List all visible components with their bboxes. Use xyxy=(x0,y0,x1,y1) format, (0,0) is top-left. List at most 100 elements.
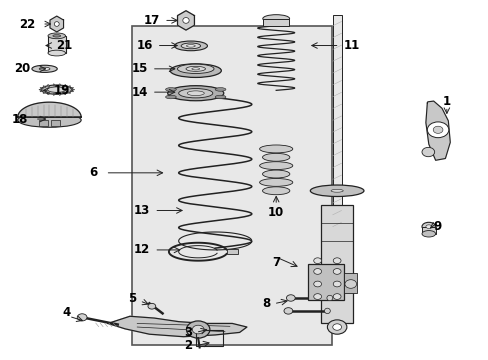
Circle shape xyxy=(332,294,340,300)
Circle shape xyxy=(344,280,356,288)
Text: 11: 11 xyxy=(343,39,359,52)
Polygon shape xyxy=(108,316,246,337)
Text: 15: 15 xyxy=(131,62,147,75)
Text: 19: 19 xyxy=(53,84,70,97)
Circle shape xyxy=(427,122,448,138)
Ellipse shape xyxy=(186,45,195,47)
Ellipse shape xyxy=(53,93,55,95)
Circle shape xyxy=(77,314,87,321)
Ellipse shape xyxy=(215,95,225,99)
Ellipse shape xyxy=(54,22,59,26)
Ellipse shape xyxy=(53,84,55,86)
Text: 22: 22 xyxy=(20,18,36,31)
Circle shape xyxy=(327,320,346,334)
Ellipse shape xyxy=(165,87,176,91)
Ellipse shape xyxy=(183,18,189,23)
Text: 16: 16 xyxy=(136,39,152,52)
Circle shape xyxy=(421,147,434,157)
Ellipse shape xyxy=(324,308,330,314)
Circle shape xyxy=(313,281,321,287)
Ellipse shape xyxy=(421,222,435,231)
Bar xyxy=(307,264,344,300)
Ellipse shape xyxy=(259,145,292,153)
Circle shape xyxy=(313,294,321,300)
Bar xyxy=(51,120,60,126)
Circle shape xyxy=(192,325,203,334)
Ellipse shape xyxy=(181,43,200,49)
Ellipse shape xyxy=(421,230,435,237)
Polygon shape xyxy=(50,16,63,32)
Circle shape xyxy=(332,281,340,287)
Text: 4: 4 xyxy=(62,306,70,319)
Ellipse shape xyxy=(40,91,43,92)
Ellipse shape xyxy=(187,91,204,95)
Circle shape xyxy=(332,324,341,330)
Bar xyxy=(421,226,435,234)
Ellipse shape xyxy=(259,162,292,170)
Ellipse shape xyxy=(47,87,66,92)
Text: 13: 13 xyxy=(134,204,150,217)
Bar xyxy=(344,273,356,293)
Text: 6: 6 xyxy=(89,166,97,179)
Ellipse shape xyxy=(18,113,81,127)
Text: 12: 12 xyxy=(134,243,150,256)
Text: 8: 8 xyxy=(262,297,270,310)
Ellipse shape xyxy=(48,33,65,39)
Text: 7: 7 xyxy=(272,256,280,269)
Ellipse shape xyxy=(178,89,212,98)
Text: 21: 21 xyxy=(56,39,72,52)
Text: 3: 3 xyxy=(184,326,192,339)
Bar xyxy=(226,249,237,254)
Ellipse shape xyxy=(53,35,61,37)
Ellipse shape xyxy=(326,295,332,301)
Circle shape xyxy=(332,269,340,274)
Ellipse shape xyxy=(43,92,46,94)
Ellipse shape xyxy=(170,64,221,77)
Ellipse shape xyxy=(70,87,73,89)
Bar xyxy=(332,15,341,234)
Ellipse shape xyxy=(43,86,46,87)
Bar xyxy=(321,205,352,323)
Ellipse shape xyxy=(39,67,50,71)
Bar xyxy=(132,26,331,345)
Text: 18: 18 xyxy=(12,113,28,126)
Ellipse shape xyxy=(262,15,289,23)
Ellipse shape xyxy=(48,50,65,56)
Ellipse shape xyxy=(167,86,224,101)
Ellipse shape xyxy=(48,93,50,95)
Circle shape xyxy=(432,126,442,134)
Polygon shape xyxy=(18,102,81,117)
Circle shape xyxy=(313,269,321,274)
Ellipse shape xyxy=(165,95,176,99)
Ellipse shape xyxy=(174,41,207,51)
Ellipse shape xyxy=(330,189,343,192)
Ellipse shape xyxy=(67,92,70,94)
Ellipse shape xyxy=(41,85,73,94)
Ellipse shape xyxy=(70,91,73,92)
Text: 17: 17 xyxy=(143,14,160,27)
Ellipse shape xyxy=(177,64,214,73)
Ellipse shape xyxy=(59,84,60,86)
Ellipse shape xyxy=(71,89,74,90)
Circle shape xyxy=(332,258,340,264)
Text: 1: 1 xyxy=(442,95,450,108)
Bar xyxy=(39,120,48,126)
Bar xyxy=(263,19,289,26)
Text: 9: 9 xyxy=(432,220,440,233)
Bar xyxy=(48,36,65,53)
Polygon shape xyxy=(177,11,194,30)
Circle shape xyxy=(286,295,295,301)
Text: 20: 20 xyxy=(15,62,31,75)
Circle shape xyxy=(313,258,321,264)
Text: 5: 5 xyxy=(128,292,136,305)
Ellipse shape xyxy=(191,68,199,70)
Ellipse shape xyxy=(39,89,42,90)
Bar xyxy=(195,329,222,346)
Circle shape xyxy=(186,321,209,338)
Ellipse shape xyxy=(259,179,292,186)
Ellipse shape xyxy=(262,170,289,178)
Ellipse shape xyxy=(215,87,225,91)
Text: 2: 2 xyxy=(184,339,192,352)
Text: 10: 10 xyxy=(267,206,284,219)
Ellipse shape xyxy=(67,86,70,87)
